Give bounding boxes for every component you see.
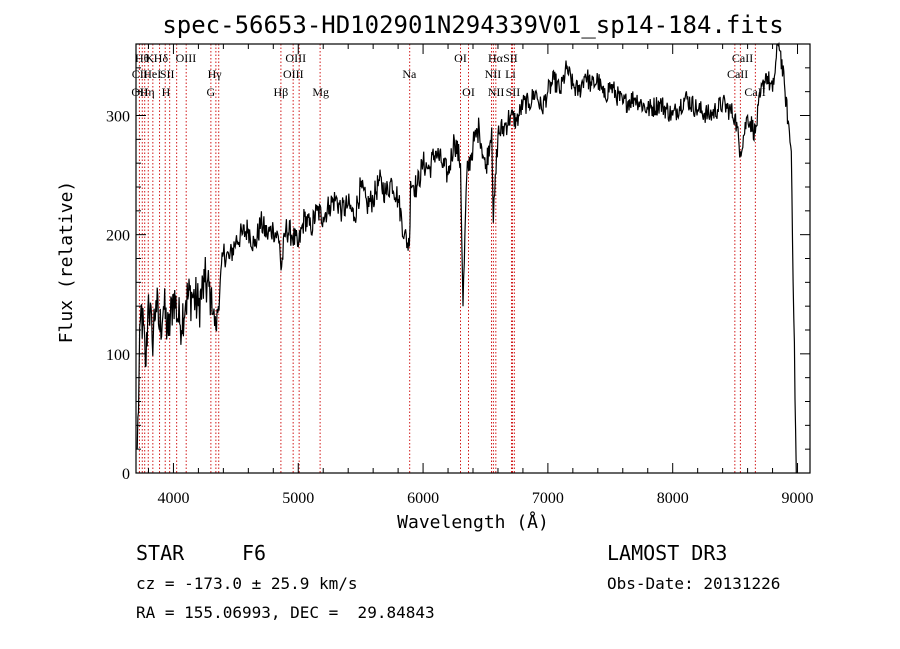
line-label: Hθ	[135, 51, 150, 65]
object-type: STAR	[136, 541, 185, 565]
line-label: Li	[505, 67, 516, 81]
line-label: Hη	[140, 85, 155, 99]
line-label: NII	[485, 67, 502, 81]
line-label: SII	[506, 85, 521, 99]
line-label: SII	[160, 67, 175, 81]
line-label: Na	[402, 67, 417, 81]
y-tick-label: 300	[106, 109, 130, 126]
x-tick-label: 9000	[782, 490, 814, 507]
line-label: Hβ	[274, 85, 289, 99]
line-label: CaII	[727, 67, 748, 81]
y-axis-label: Flux (relative)	[56, 181, 77, 344]
line-label: CaII	[744, 85, 765, 99]
y-tick-label: 200	[106, 228, 130, 245]
line-label: OIII	[285, 51, 306, 65]
line-label: G	[207, 85, 216, 99]
line-label: K	[145, 51, 154, 65]
line-label: HeI	[143, 67, 161, 81]
survey-name: LAMOST DR3	[607, 541, 728, 565]
line-label: Mg	[312, 85, 329, 99]
spectral-subclass: F6	[242, 541, 267, 565]
line-label: Hδ	[154, 51, 169, 65]
x-tick-label: 5000	[282, 490, 314, 507]
redshift-cz: cz = -173.0 ± 25.9 km/s	[136, 574, 358, 593]
line-label: Hα	[488, 51, 504, 65]
x-tick-label: 4000	[157, 490, 189, 507]
x-tick-label: 8000	[657, 490, 689, 507]
x-axis-label: Wavelength (Å)	[397, 511, 549, 533]
x-tick-label: 7000	[532, 490, 564, 507]
x-tick-label: 6000	[407, 490, 439, 507]
chart-title: spec-56653-HD102901N294339V01_sp14-184.f…	[162, 11, 783, 39]
y-tick-label: 100	[106, 347, 130, 364]
line-label: OI	[454, 51, 467, 65]
line-label: CaII	[732, 51, 753, 65]
line-label: NII	[488, 85, 505, 99]
line-label: SII	[503, 51, 518, 65]
y-tick-label: 0	[122, 466, 130, 483]
line-label: OI	[462, 85, 475, 99]
axes: 4000 5000 6000 7000 8000 9000 0 100 200 300	[106, 43, 814, 507]
spectrum-line	[136, 41, 797, 474]
line-label: OIII	[283, 67, 304, 81]
line-label: Hγ	[208, 67, 223, 81]
line-label: OIII	[176, 51, 197, 65]
coordinates: RA = 155.06993, DEC = 29.84843	[136, 603, 435, 622]
line-label: H	[162, 85, 171, 99]
observation-date: Obs-Date: 20131226	[607, 574, 781, 593]
